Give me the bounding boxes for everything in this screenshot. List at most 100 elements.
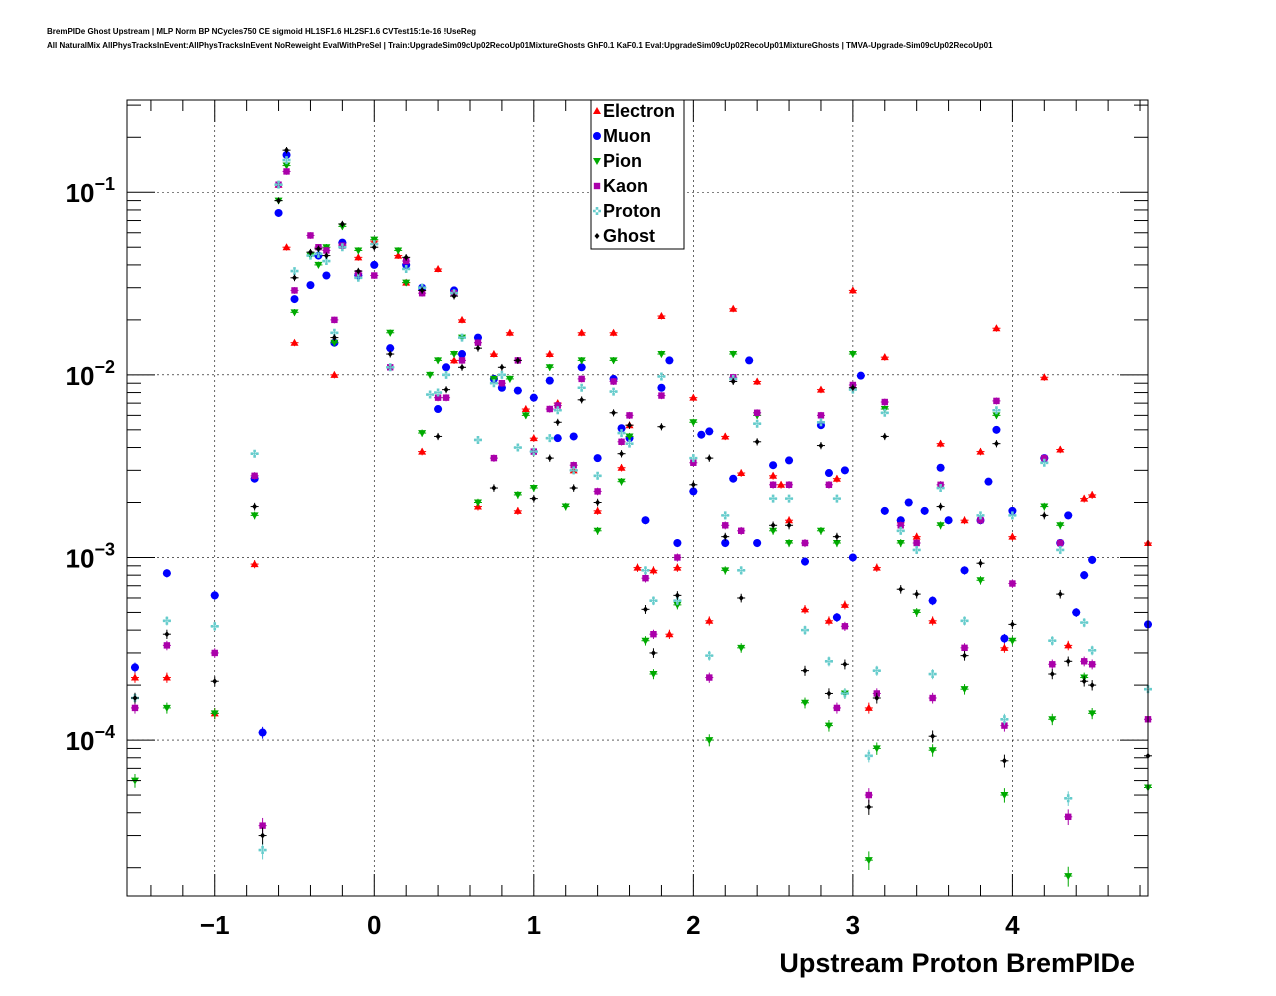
pion-point xyxy=(330,339,339,347)
pion-point xyxy=(928,747,937,755)
ghost-point xyxy=(930,733,936,740)
muon-point xyxy=(920,506,929,515)
kaon-point xyxy=(594,488,601,495)
electron-point xyxy=(250,560,259,568)
muon-point xyxy=(577,363,586,372)
electron-point xyxy=(1064,641,1073,649)
electron-point xyxy=(657,312,666,320)
kaon-point xyxy=(977,516,984,524)
kaon-point xyxy=(498,380,506,387)
muon-point xyxy=(832,613,841,622)
electron-point xyxy=(290,338,299,346)
ghost-point xyxy=(706,455,712,462)
electron-point xyxy=(864,703,873,711)
electron-point xyxy=(737,469,746,477)
ghost-point xyxy=(818,442,824,449)
legend-box xyxy=(590,99,685,250)
pion-point xyxy=(162,704,171,712)
pion-point xyxy=(521,412,530,420)
kaon-point xyxy=(722,522,729,529)
kaon-point xyxy=(865,791,873,799)
electron-point xyxy=(1040,373,1049,381)
muon-point xyxy=(856,371,865,380)
electron-point xyxy=(450,356,459,364)
pion-point xyxy=(769,527,778,535)
muon-point xyxy=(569,432,578,441)
pion-point xyxy=(848,351,857,359)
proton-point xyxy=(386,363,395,372)
pion-point xyxy=(282,162,291,170)
pion-point xyxy=(1000,792,1009,800)
proton-point xyxy=(1064,794,1073,803)
proton-point xyxy=(864,751,873,760)
muon-point xyxy=(282,150,291,159)
ghost-point xyxy=(611,409,617,416)
ghost-point xyxy=(802,667,808,674)
ghost-point xyxy=(1009,621,1015,628)
proton-point xyxy=(545,434,554,443)
ghost-point xyxy=(419,287,425,294)
kaon-point xyxy=(442,394,450,401)
pion-point xyxy=(529,485,538,493)
muon-point xyxy=(529,393,538,402)
muon-point xyxy=(960,566,969,575)
y-tick-label: 10−2 xyxy=(66,357,115,391)
pion-point xyxy=(1008,637,1017,645)
proton-point xyxy=(896,526,905,535)
pion-point xyxy=(992,412,1001,420)
pion-point xyxy=(912,609,921,617)
muon-point xyxy=(936,463,945,472)
pion-point xyxy=(450,351,459,359)
muon-point xyxy=(1080,571,1089,580)
electron-point xyxy=(880,353,889,361)
ghost-point xyxy=(786,522,792,529)
kaon-point xyxy=(578,375,585,383)
proton-point xyxy=(816,418,825,427)
proton-point xyxy=(649,596,658,605)
electron-point xyxy=(872,563,881,571)
pion-point xyxy=(785,540,794,548)
muon-point xyxy=(130,663,139,672)
ghost-point xyxy=(842,661,848,668)
muon-point xyxy=(992,425,1001,434)
kaon-point xyxy=(371,272,378,279)
electron-point xyxy=(976,447,985,455)
pion-point xyxy=(426,371,435,379)
proton-point xyxy=(458,333,467,342)
legend-label-kaon: Kaon xyxy=(603,176,648,196)
proton-point xyxy=(840,689,849,698)
ghost-point xyxy=(826,690,832,697)
proton-point xyxy=(577,383,586,392)
proton-point xyxy=(354,273,363,282)
ghost-point xyxy=(770,522,776,529)
muon-point xyxy=(705,427,714,436)
pion-point xyxy=(1064,873,1073,881)
series-ghost xyxy=(130,146,1152,845)
kaon-point xyxy=(291,287,298,294)
kaon-point xyxy=(626,412,633,419)
muon-point xyxy=(641,516,650,525)
ghost-point xyxy=(690,481,696,488)
proton-point xyxy=(785,494,794,503)
legend: Electron Muon Pion Kaon Proton Ghost xyxy=(590,99,685,250)
ghost-point xyxy=(730,378,736,385)
proton-point xyxy=(282,156,291,165)
kaon-point xyxy=(690,459,697,466)
proton-point xyxy=(1080,618,1089,627)
x-tick-label: 2 xyxy=(686,910,700,940)
ghost-point xyxy=(252,503,258,510)
ghost-point xyxy=(276,197,282,204)
kaon-point xyxy=(570,462,577,469)
kaon-point xyxy=(785,481,793,488)
proton-point xyxy=(210,622,219,631)
ghost-point xyxy=(642,606,648,613)
pion-point xyxy=(1056,522,1065,530)
kaon-point xyxy=(650,631,657,638)
kaon-point xyxy=(1041,454,1048,462)
muon-point xyxy=(162,569,171,578)
pion-point xyxy=(210,710,219,718)
y-tick-label: 10−3 xyxy=(66,539,115,573)
proton-point xyxy=(1048,636,1057,645)
electron-point xyxy=(665,630,674,638)
pion-point xyxy=(290,309,299,317)
